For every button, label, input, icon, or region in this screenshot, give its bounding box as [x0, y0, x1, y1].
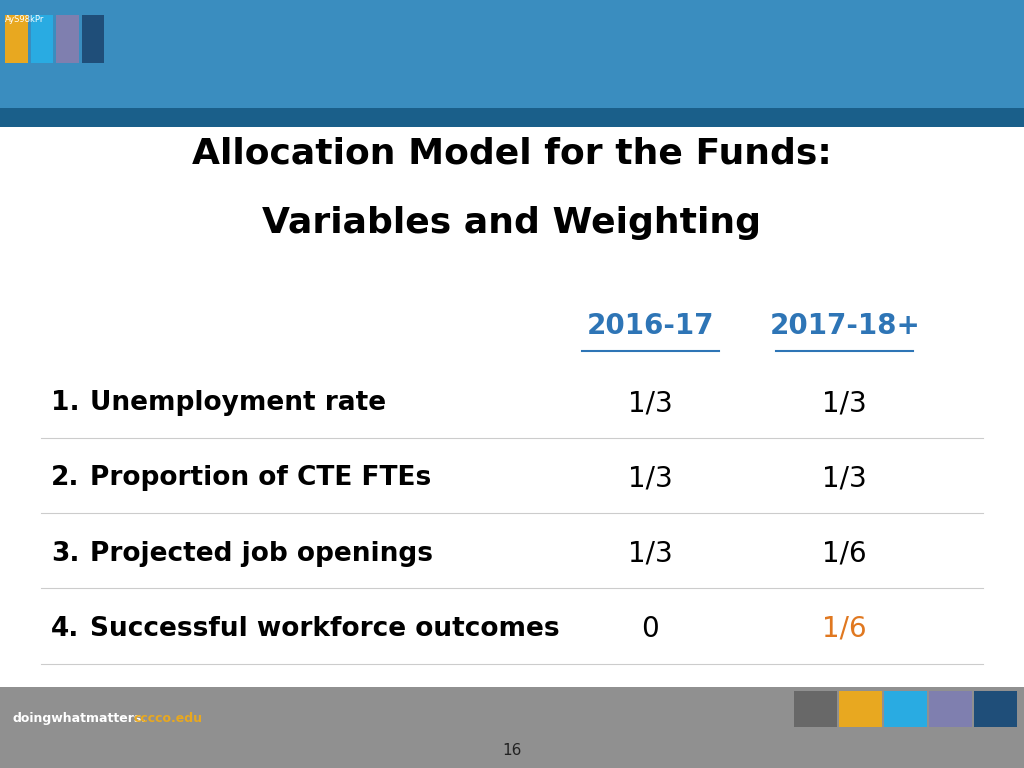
Bar [31, 15, 53, 64]
Bar [839, 691, 882, 727]
Bar [56, 15, 79, 64]
Text: 4.: 4. [51, 616, 80, 642]
Text: 1/3: 1/3 [628, 389, 673, 417]
Text: 3.: 3. [51, 541, 80, 567]
Bar [974, 691, 1017, 727]
Bar [0, 687, 1024, 768]
Bar [5, 15, 28, 64]
Text: AyS98kPr: AyS98kPr [5, 15, 44, 25]
Bar [82, 15, 104, 64]
Text: Successful workforce outcomes: Successful workforce outcomes [90, 616, 560, 642]
Bar [794, 691, 837, 727]
Bar [929, 691, 972, 727]
Text: Proportion of CTE FTEs: Proportion of CTE FTEs [90, 465, 431, 492]
Text: 0: 0 [641, 615, 659, 643]
Text: 1/3: 1/3 [628, 465, 673, 492]
Text: 2017-18+: 2017-18+ [769, 313, 921, 340]
Text: 1/3: 1/3 [822, 465, 867, 492]
Bar [0, 0, 1024, 127]
Bar [0, 108, 1024, 127]
Bar [884, 691, 927, 727]
Text: doingwhatmatters.: doingwhatmatters. [12, 711, 146, 724]
Text: 1/6: 1/6 [822, 615, 867, 643]
Text: 2.: 2. [51, 465, 80, 492]
Text: Allocation Model for the Funds:: Allocation Model for the Funds: [193, 137, 831, 170]
Text: 16: 16 [503, 743, 521, 758]
Text: cccco.edu: cccco.edu [133, 711, 202, 724]
Text: Variables and Weighting: Variables and Weighting [262, 206, 762, 240]
Text: 1/3: 1/3 [822, 389, 867, 417]
Text: 1/6: 1/6 [822, 540, 867, 568]
Text: Projected job openings: Projected job openings [90, 541, 433, 567]
Text: 1.: 1. [51, 390, 80, 416]
Text: Unemployment rate: Unemployment rate [90, 390, 386, 416]
Text: 1/3: 1/3 [628, 540, 673, 568]
Text: 2016-17: 2016-17 [587, 313, 714, 340]
